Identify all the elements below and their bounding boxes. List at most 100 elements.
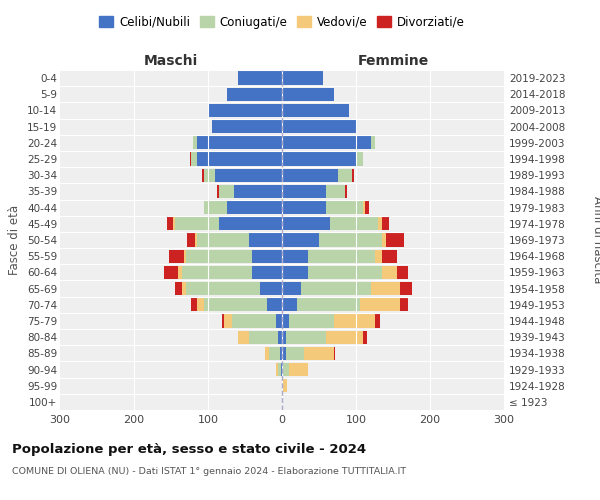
Bar bbox=[308, 250, 374, 263]
Bar bbox=[276, 363, 278, 376]
Bar bbox=[182, 282, 186, 295]
Bar bbox=[382, 266, 397, 279]
Bar bbox=[204, 298, 267, 312]
Bar bbox=[269, 346, 280, 360]
Bar bbox=[282, 201, 326, 214]
Bar bbox=[382, 234, 386, 246]
Bar bbox=[371, 136, 374, 149]
Bar bbox=[326, 330, 364, 344]
Bar bbox=[215, 168, 282, 182]
Bar bbox=[282, 266, 308, 279]
Bar bbox=[182, 266, 253, 279]
Bar bbox=[167, 217, 173, 230]
Y-axis label: Fasce di età: Fasce di età bbox=[8, 205, 22, 275]
Bar bbox=[173, 217, 175, 230]
Bar bbox=[197, 298, 204, 312]
Bar bbox=[187, 234, 194, 246]
Bar bbox=[360, 298, 400, 312]
Bar bbox=[175, 282, 182, 295]
Bar bbox=[249, 234, 282, 246]
Bar bbox=[304, 346, 334, 360]
Bar bbox=[289, 363, 308, 376]
Bar bbox=[282, 185, 326, 198]
Bar bbox=[337, 168, 352, 182]
Bar bbox=[378, 217, 382, 230]
Bar bbox=[345, 185, 347, 198]
Bar bbox=[364, 330, 367, 344]
Bar bbox=[282, 152, 356, 166]
Bar bbox=[282, 136, 371, 149]
Bar bbox=[282, 217, 330, 230]
Bar bbox=[282, 88, 334, 101]
Bar bbox=[282, 379, 283, 392]
Bar bbox=[219, 217, 282, 230]
Bar bbox=[286, 346, 304, 360]
Bar bbox=[400, 282, 412, 295]
Bar bbox=[356, 152, 364, 166]
Bar bbox=[283, 363, 289, 376]
Text: Femmine: Femmine bbox=[358, 54, 428, 68]
Bar bbox=[219, 185, 234, 198]
Text: COMUNE DI OLIENA (NU) - Dati ISTAT 1° gennaio 2024 - Elaborazione TUTTITALIA.IT: COMUNE DI OLIENA (NU) - Dati ISTAT 1° ge… bbox=[12, 468, 406, 476]
Bar bbox=[164, 266, 178, 279]
Bar bbox=[191, 298, 197, 312]
Bar bbox=[238, 330, 249, 344]
Bar bbox=[204, 201, 227, 214]
Bar bbox=[289, 314, 334, 328]
Bar bbox=[212, 120, 282, 134]
Bar bbox=[282, 330, 286, 344]
Bar bbox=[267, 298, 282, 312]
Bar bbox=[253, 250, 282, 263]
Bar bbox=[371, 282, 400, 295]
Bar bbox=[297, 298, 360, 312]
Bar bbox=[234, 185, 282, 198]
Bar bbox=[334, 314, 374, 328]
Bar bbox=[224, 314, 232, 328]
Bar bbox=[365, 201, 368, 214]
Text: Maschi: Maschi bbox=[144, 54, 198, 68]
Bar bbox=[238, 72, 282, 85]
Bar bbox=[382, 217, 389, 230]
Bar bbox=[197, 152, 282, 166]
Bar bbox=[282, 314, 289, 328]
Text: Popolazione per età, sesso e stato civile - 2024: Popolazione per età, sesso e stato civil… bbox=[12, 442, 366, 456]
Bar bbox=[278, 363, 281, 376]
Bar bbox=[232, 314, 276, 328]
Bar bbox=[301, 282, 371, 295]
Legend: Celibi/Nubili, Coniugati/e, Vedovi/e, Divorziati/e: Celibi/Nubili, Coniugati/e, Vedovi/e, Di… bbox=[94, 11, 470, 34]
Bar bbox=[282, 234, 319, 246]
Bar bbox=[208, 104, 282, 117]
Bar bbox=[280, 346, 282, 360]
Bar bbox=[190, 152, 191, 166]
Text: Anni di nascita: Anni di nascita bbox=[590, 196, 600, 284]
Bar bbox=[222, 314, 224, 328]
Bar bbox=[352, 168, 354, 182]
Bar bbox=[227, 201, 282, 214]
Bar bbox=[282, 363, 283, 376]
Bar bbox=[319, 234, 382, 246]
Bar bbox=[282, 346, 286, 360]
Bar bbox=[194, 234, 197, 246]
Bar bbox=[397, 266, 408, 279]
Bar bbox=[217, 185, 219, 198]
Bar bbox=[260, 282, 282, 295]
Bar bbox=[281, 363, 282, 376]
Bar bbox=[374, 314, 380, 328]
Bar bbox=[169, 250, 184, 263]
Bar bbox=[204, 168, 215, 182]
Bar bbox=[253, 266, 282, 279]
Bar bbox=[282, 104, 349, 117]
Bar bbox=[326, 201, 364, 214]
Bar bbox=[282, 120, 356, 134]
Bar bbox=[202, 168, 204, 182]
Bar bbox=[193, 136, 197, 149]
Bar bbox=[249, 330, 278, 344]
Bar bbox=[283, 379, 287, 392]
Bar bbox=[184, 250, 186, 263]
Bar bbox=[186, 250, 253, 263]
Bar bbox=[386, 234, 404, 246]
Bar bbox=[282, 250, 308, 263]
Bar bbox=[282, 168, 337, 182]
Bar bbox=[286, 330, 326, 344]
Bar bbox=[197, 234, 249, 246]
